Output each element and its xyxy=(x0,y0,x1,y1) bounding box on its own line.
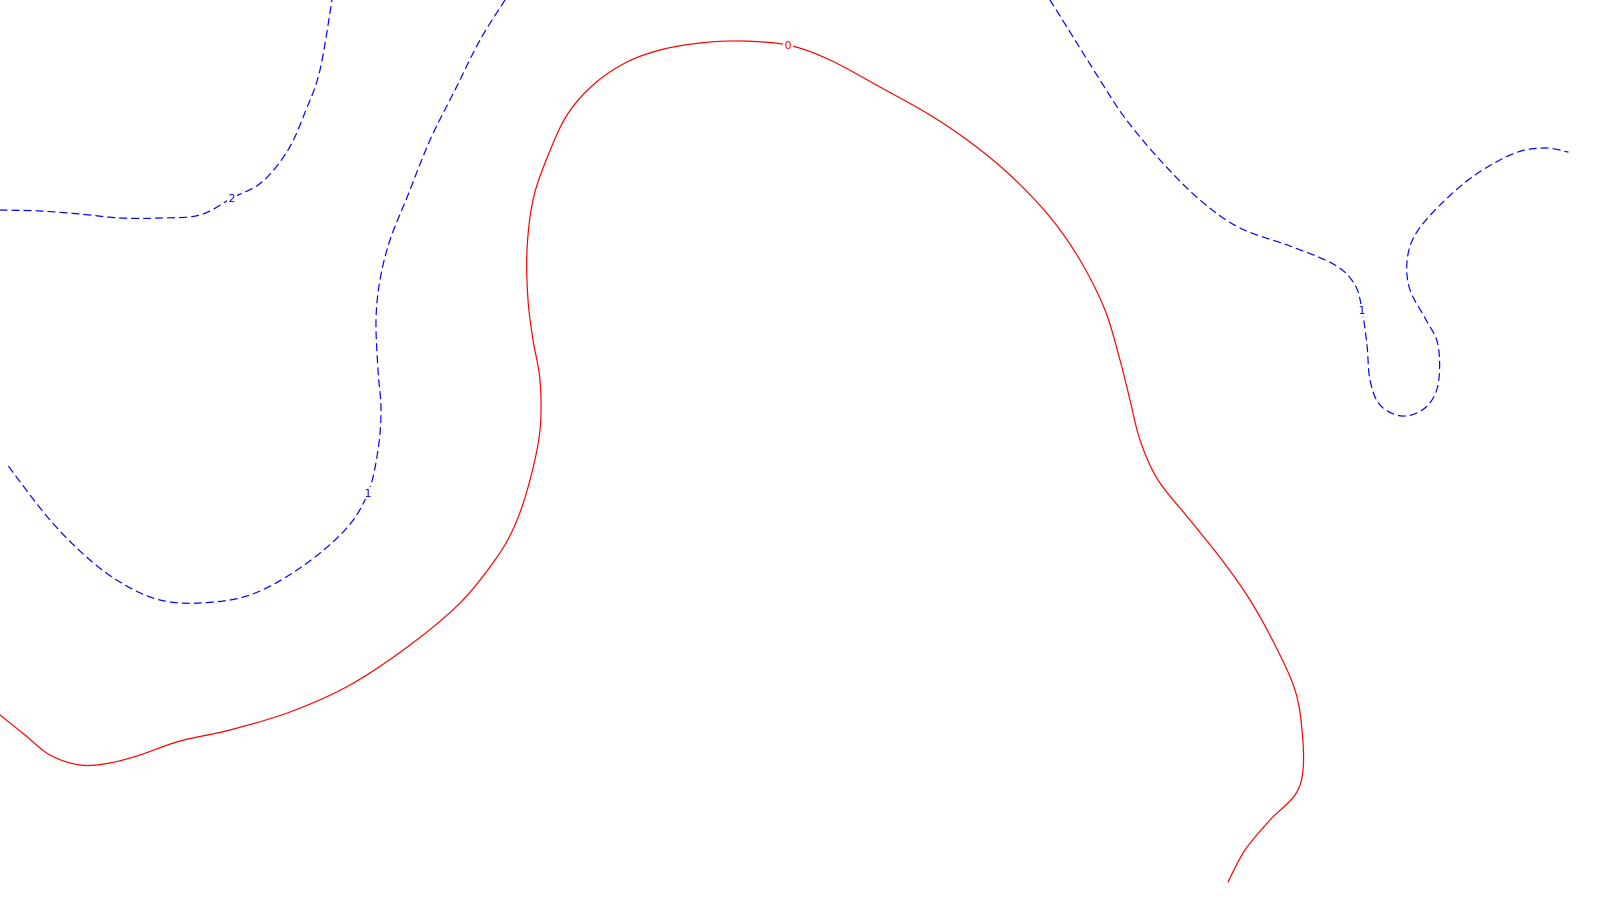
contour-line-level-0-segment-0 xyxy=(0,40,1305,883)
contour-label-level-1: 1 xyxy=(1359,304,1366,317)
contour-label-background xyxy=(783,39,793,51)
contour-label-level-0: 0 xyxy=(785,39,792,52)
contour-label-level-2: 2 xyxy=(229,192,236,205)
contour-label-level-1: 1 xyxy=(365,487,372,500)
contour-label-background xyxy=(1357,304,1367,316)
contour-line-level-2-segment-0 xyxy=(0,0,333,220)
contour-label-background xyxy=(363,487,373,499)
contour-line-level-1-segment-1 xyxy=(1049,0,1569,417)
contour-label-background xyxy=(227,192,237,204)
contour-line-level-1-segment-0 xyxy=(5,0,506,604)
